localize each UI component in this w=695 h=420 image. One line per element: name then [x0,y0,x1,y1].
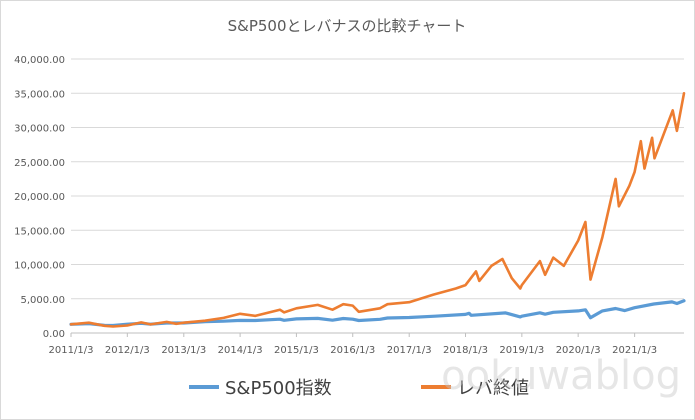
chart-title: S&P500とレバナスの比較チャート [228,17,467,35]
x-tick-label: 2013/1/3 [161,345,206,356]
x-tick-label: 2018/1/3 [443,345,488,356]
gridlines [71,58,684,300]
x-tick-label: 2012/1/3 [105,345,150,356]
y-tick-label: 0.00 [43,329,65,340]
y-tick-label: 10,000.00 [14,261,65,272]
x-tick-label: 2016/1/3 [330,345,375,356]
x-tick-label: 2017/1/3 [387,345,432,356]
y-tick-label: 20,000.00 [14,192,65,203]
x-tick-label: 2019/1/3 [499,345,544,356]
y-tick-label: 25,000.00 [14,158,65,169]
y-tick-label: 30,000.00 [14,124,65,135]
x-tick-label: 2011/1/3 [49,345,94,356]
legend-label-1: S&P500指数 [225,378,332,399]
x-tick-label: 2021/1/3 [612,345,657,356]
legend: S&P500指数 レバ終値 [189,378,529,399]
y-axis-ticks: 0.00 5,000.00 10,000.00 15,000.00 20,000.00 2… [14,55,65,340]
watermark: ookuwablog [441,353,681,399]
y-tick-label: 15,000.00 [14,226,65,237]
y-tick-label: 40,000.00 [14,55,65,66]
series-lines [69,92,686,328]
x-tick-label: 2015/1/3 [274,345,319,356]
legend-label-2: レバ終値 [457,378,529,399]
x-axis-ticks: 2011/1/3 2012/1/3 2013/1/3 2014/1/3 2015/1/3… [49,333,657,356]
x-tick-label: 2014/1/3 [218,345,263,356]
x-tick-label: 2020/1/3 [556,345,601,356]
y-tick-label: 35,000.00 [14,89,65,100]
y-tick-label: 5,000.00 [20,295,65,306]
series-line-2 [69,92,686,328]
